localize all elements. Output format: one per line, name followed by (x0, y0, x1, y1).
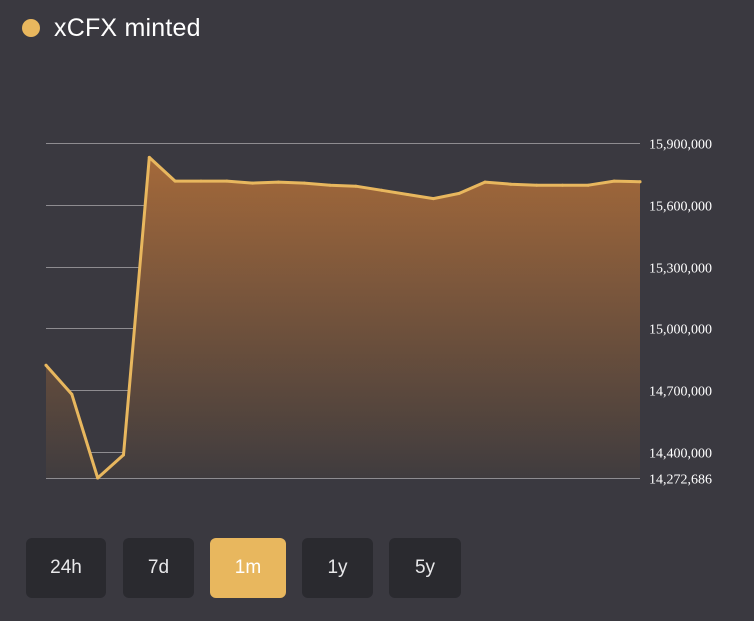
data-point (302, 181, 306, 185)
data-point (122, 453, 125, 457)
data-point (225, 179, 229, 183)
series-line (44, 155, 642, 480)
data-point (586, 183, 590, 187)
data-point (354, 184, 358, 188)
y-tick-label: 15,300,000 (649, 262, 712, 277)
area-chart: 15,900,000 15,600,000 15,300,000 15,000,000… (44, 138, 712, 488)
y-tick-label: 15,900,000 (649, 138, 712, 153)
data-point (328, 183, 332, 187)
data-point (173, 179, 177, 183)
data-point (199, 179, 203, 183)
data-point (276, 180, 280, 184)
range-button-1y[interactable]: 1y (302, 538, 373, 598)
data-point (96, 476, 100, 480)
time-range-selector: 24h 7d 1m 1y 5y (26, 538, 461, 598)
y-tick-label: 15,600,000 (649, 200, 712, 215)
data-point (638, 180, 642, 184)
data-point (70, 392, 74, 396)
data-point (457, 191, 461, 195)
data-point (561, 183, 564, 187)
data-point (406, 193, 410, 196)
y-tick-label: 14,400,000 (649, 447, 712, 462)
series-area (46, 157, 640, 478)
data-point (251, 181, 255, 185)
range-button-5y[interactable]: 5y (389, 538, 461, 598)
range-button-24h[interactable]: 24h (26, 538, 106, 598)
data-point (612, 179, 616, 183)
data-point (509, 182, 513, 186)
legend: xCFX minted (22, 12, 201, 44)
range-button-1m[interactable]: 1m (210, 538, 286, 598)
y-tick-label: 15,000,000 (649, 323, 712, 338)
data-point (44, 363, 48, 367)
y-tick-label: 14,272,686 (649, 473, 712, 488)
data-point (431, 197, 435, 201)
legend-dot-icon (22, 19, 40, 37)
y-tick-label: 14,700,000 (649, 385, 712, 400)
range-button-7d[interactable]: 7d (123, 538, 194, 598)
data-point (147, 155, 151, 159)
data-point (535, 183, 539, 187)
data-point (380, 188, 384, 192)
data-point (483, 180, 487, 184)
legend-label: xCFX minted (54, 13, 201, 42)
